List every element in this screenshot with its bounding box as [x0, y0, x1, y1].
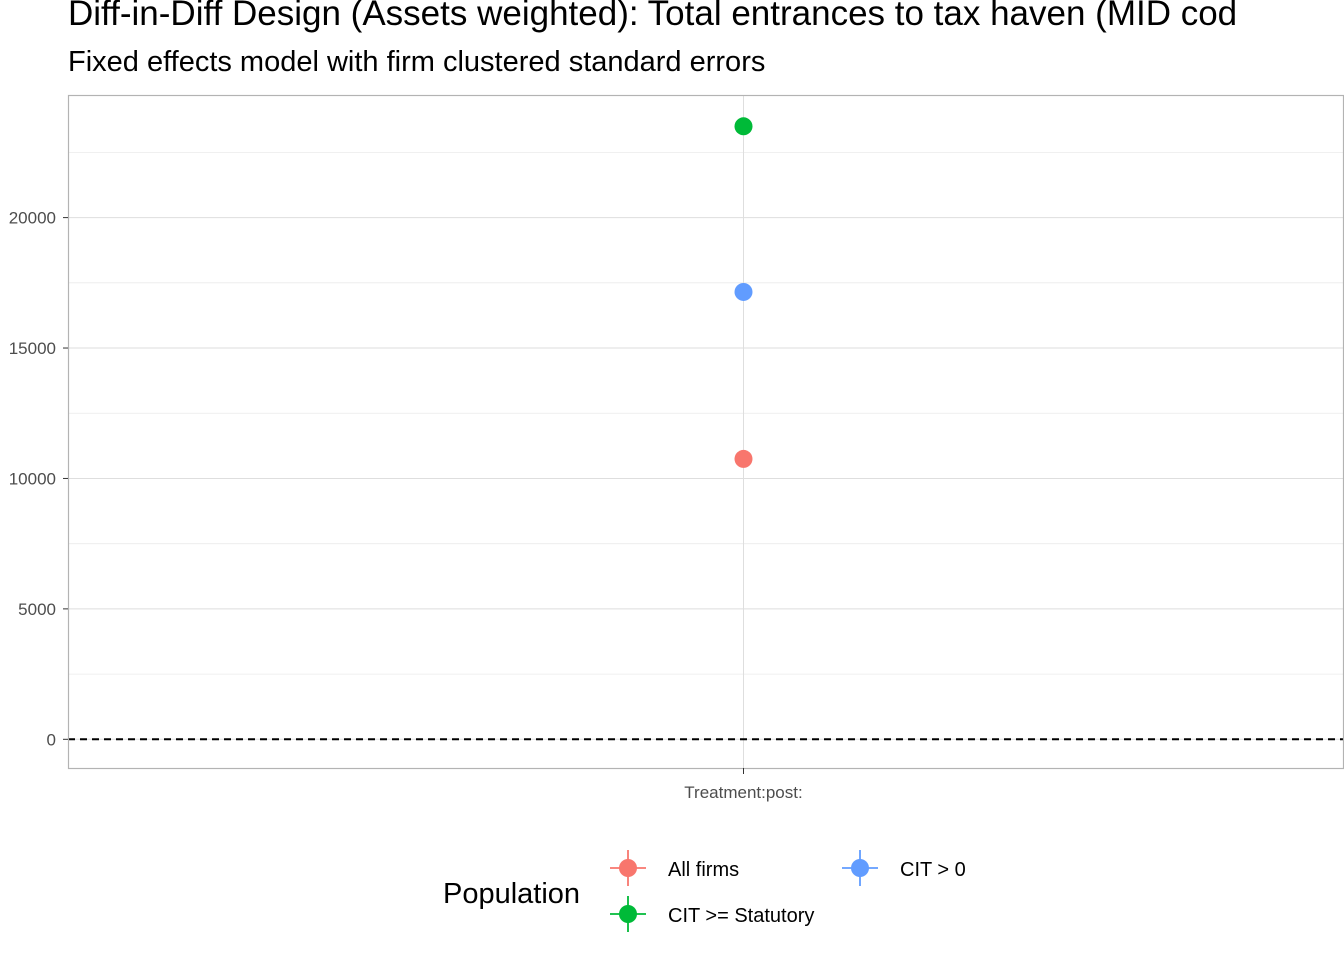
legend-label-cit-positive: CIT > 0	[900, 859, 966, 881]
legend-item-cit-statutory: CIT >= Statutory	[610, 896, 814, 932]
legend-label-all-firms: All firms	[668, 859, 739, 881]
y-tick-label: 10000	[9, 469, 56, 488]
x-tick-label: Treatment:post:	[684, 783, 802, 802]
data-point-cit-statutory	[734, 117, 753, 136]
legend-label-cit-statutory: CIT >= Statutory	[668, 905, 814, 927]
y-tick-label: 5000	[18, 600, 56, 619]
grid-layer	[68, 95, 1343, 768]
data-point-cit-positive	[734, 282, 753, 301]
y-tick-label: 15000	[9, 339, 56, 358]
legend-item-all-firms: All firms	[610, 850, 739, 886]
data-points	[734, 117, 753, 468]
legend-title: Population	[443, 878, 580, 910]
chart-title: Diff-in-Diff Design (Assets weighted): T…	[68, 0, 1238, 33]
y-tick-label: 20000	[9, 209, 56, 228]
legend-item-cit-positive: CIT > 0	[842, 850, 966, 886]
axis-ticks: 0 5000 10000 15000 20000 Treatment:post:	[9, 209, 803, 802]
legend-key-cit-positive	[851, 859, 869, 877]
y-tick-label: 0	[47, 730, 56, 749]
plot-panel-border	[67, 94, 1344, 770]
legend-key-cit-statutory	[619, 905, 637, 923]
legend-key-all-firms	[619, 859, 637, 877]
data-point-all-firms	[734, 449, 753, 468]
chart-subtitle: Fixed effects model with firm clustered …	[68, 46, 766, 78]
legend: Population All firms CIT > 0 CIT >= Stat…	[443, 850, 966, 932]
